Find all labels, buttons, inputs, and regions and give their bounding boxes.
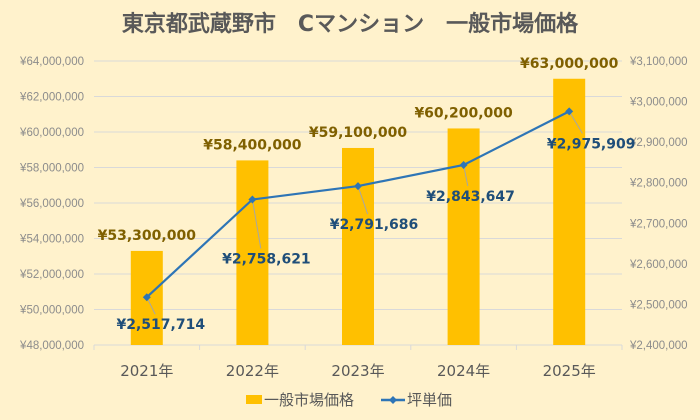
- right-axis-tick: ¥2,400,000: [629, 340, 688, 352]
- line-marker: [142, 293, 151, 302]
- bar-data-label: ¥60,200,000: [414, 105, 513, 121]
- left-axis-tick: ¥62,000,000: [19, 92, 84, 104]
- chart-title: 東京都武蔵野市 Cマンション 一般市場価格: [122, 11, 579, 37]
- x-axis-tick: 2024年: [437, 362, 490, 380]
- line-data-label: ¥2,791,686: [330, 217, 419, 233]
- leader-line: [146, 297, 156, 315]
- line-data-label: ¥2,758,621: [222, 252, 311, 268]
- right-axis-tick: ¥3,100,000: [629, 56, 688, 68]
- line-marker: [248, 195, 257, 204]
- line-data-label: ¥2,843,647: [426, 189, 515, 205]
- left-axis-tick: ¥48,000,000: [19, 340, 84, 352]
- right-axis-tick: ¥2,800,000: [629, 178, 688, 190]
- bar-data-label: ¥53,300,000: [98, 228, 197, 244]
- x-axis-tick: 2022年: [226, 362, 279, 380]
- legend-line-marker: [389, 396, 397, 404]
- line-data-label: ¥2,975,909: [547, 136, 636, 152]
- line-marker: [565, 107, 574, 116]
- bar-data-label: ¥58,400,000: [203, 137, 302, 153]
- left-axis-tick: ¥56,000,000: [19, 198, 84, 210]
- line-data-label: ¥2,517,714: [117, 317, 206, 333]
- bar: [553, 78, 586, 345]
- legend-bar-label: 一般市場価格: [264, 391, 354, 409]
- left-axis-tick: ¥64,000,000: [19, 56, 84, 68]
- legend: 一般市場価格 坪単価: [246, 391, 452, 409]
- x-axis-tick: 2025年: [543, 362, 596, 380]
- bar-data-label: ¥59,100,000: [309, 125, 408, 141]
- bar: [236, 160, 269, 345]
- left-axis-tick: ¥50,000,000: [19, 305, 84, 317]
- leader-line: [357, 185, 369, 215]
- right-axis-tick: ¥2,500,000: [629, 299, 688, 311]
- x-axis-tick: 2023年: [331, 362, 384, 380]
- line-marker: [459, 161, 468, 170]
- right-axis-tick: ¥3,000,000: [629, 97, 688, 109]
- x-axis-tick: 2021年: [120, 362, 173, 380]
- right-axis-tick: ¥2,900,000: [629, 137, 688, 149]
- leader-line: [568, 111, 583, 134]
- bar: [447, 128, 480, 345]
- right-axis-tick: ¥2,700,000: [629, 218, 688, 230]
- left-axis-tick: ¥60,000,000: [19, 127, 84, 139]
- left-axis-tick: ¥52,000,000: [19, 269, 84, 281]
- legend-line-label: 坪単価: [407, 391, 452, 409]
- left-axis-tick: ¥54,000,000: [19, 234, 84, 246]
- left-axis-tick: ¥58,000,000: [19, 163, 84, 175]
- right-axis-tick: ¥2,600,000: [629, 259, 688, 271]
- bar: [342, 147, 374, 345]
- leader-line: [463, 164, 469, 187]
- bar-data-label: ¥63,000,000: [520, 56, 619, 72]
- line-marker: [354, 182, 362, 191]
- legend-bar-swatch: [246, 395, 262, 404]
- leader-line: [251, 199, 262, 249]
